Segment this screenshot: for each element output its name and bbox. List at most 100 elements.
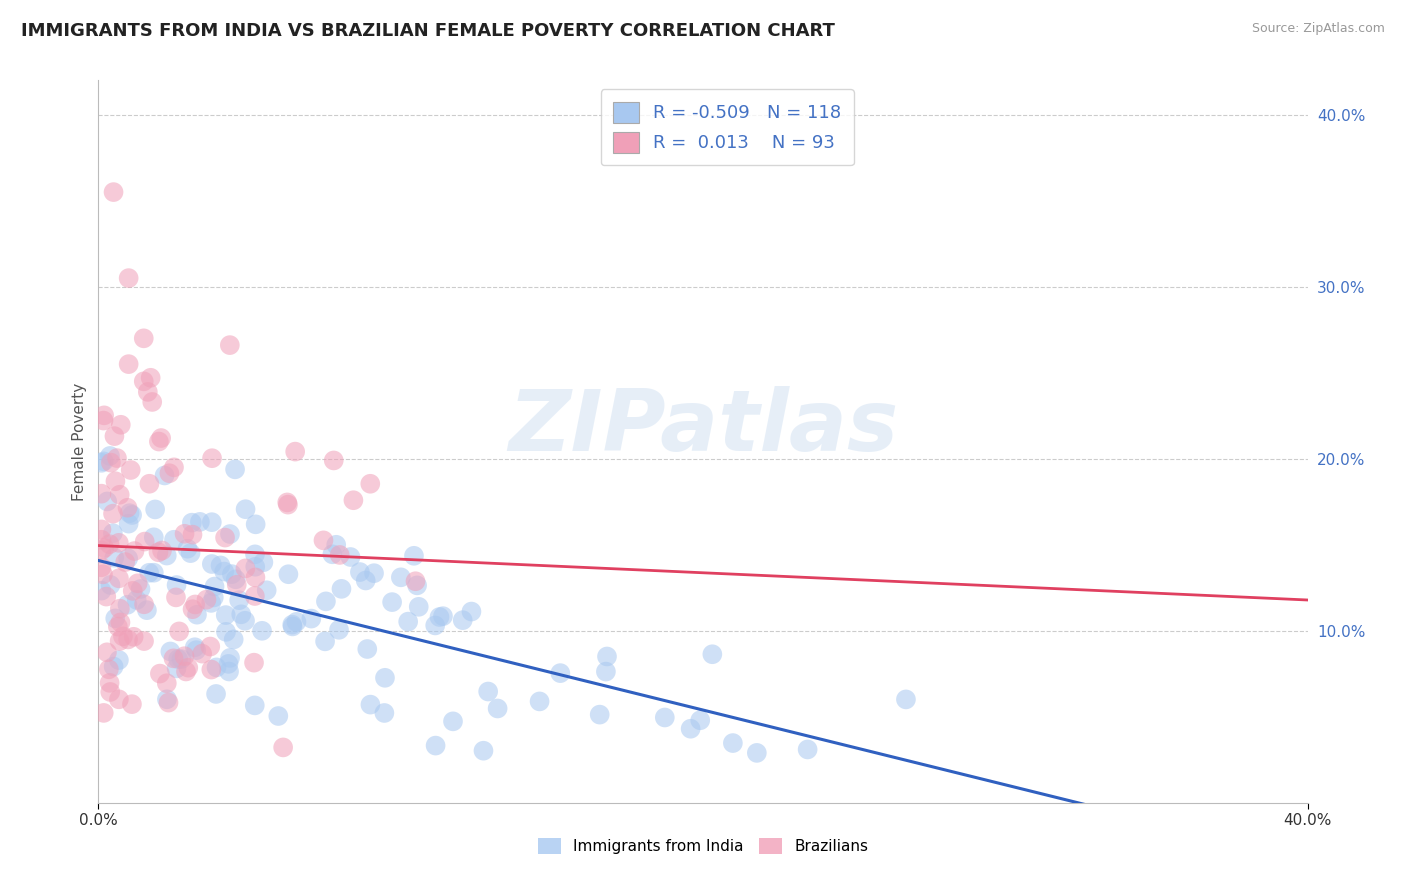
Point bbox=[121, 583, 143, 598]
Point bbox=[132, 375, 155, 389]
Point bbox=[359, 476, 381, 491]
Point bbox=[101, 526, 124, 541]
Point bbox=[90, 583, 112, 598]
Point bbox=[796, 742, 818, 756]
Text: Source: ZipAtlas.com: Source: ZipAtlas.com bbox=[1251, 22, 1385, 36]
Point bbox=[114, 555, 136, 569]
Point bbox=[215, 608, 238, 623]
Point bbox=[142, 530, 165, 544]
Point bbox=[402, 549, 425, 563]
Point bbox=[201, 451, 224, 466]
Point bbox=[325, 538, 347, 552]
Point bbox=[745, 746, 768, 760]
Point bbox=[381, 595, 404, 609]
Point bbox=[589, 707, 612, 722]
Point bbox=[425, 739, 447, 753]
Point bbox=[245, 559, 267, 574]
Point bbox=[156, 676, 179, 690]
Point bbox=[894, 692, 917, 706]
Point bbox=[96, 494, 118, 508]
Point bbox=[472, 744, 495, 758]
Point bbox=[373, 706, 395, 720]
Point bbox=[432, 609, 454, 624]
Point bbox=[267, 709, 290, 723]
Point bbox=[118, 271, 141, 285]
Point bbox=[204, 580, 226, 594]
Point bbox=[356, 642, 378, 657]
Point bbox=[276, 495, 298, 509]
Point bbox=[191, 647, 214, 661]
Point bbox=[122, 630, 145, 644]
Point bbox=[702, 647, 724, 661]
Point bbox=[721, 736, 744, 750]
Y-axis label: Female Poverty: Female Poverty bbox=[72, 383, 87, 500]
Point bbox=[103, 429, 125, 443]
Point bbox=[217, 657, 239, 671]
Point bbox=[150, 431, 173, 445]
Point bbox=[163, 533, 186, 547]
Point bbox=[110, 417, 132, 432]
Point bbox=[118, 357, 141, 371]
Point bbox=[328, 623, 350, 637]
Point bbox=[389, 570, 412, 584]
Point bbox=[209, 558, 232, 573]
Point bbox=[405, 574, 427, 589]
Point bbox=[120, 463, 142, 477]
Point bbox=[243, 547, 266, 561]
Point bbox=[200, 596, 222, 610]
Text: ZIPatlas: ZIPatlas bbox=[508, 385, 898, 468]
Point bbox=[186, 643, 208, 657]
Point bbox=[93, 413, 115, 427]
Point bbox=[374, 671, 396, 685]
Point bbox=[243, 698, 266, 713]
Point bbox=[98, 685, 121, 699]
Point bbox=[167, 652, 190, 666]
Point bbox=[281, 619, 304, 633]
Point bbox=[93, 541, 115, 555]
Point bbox=[180, 516, 202, 530]
Point bbox=[429, 610, 451, 624]
Point bbox=[98, 449, 121, 463]
Point bbox=[148, 545, 170, 559]
Point bbox=[200, 640, 222, 654]
Point bbox=[441, 714, 464, 729]
Point bbox=[170, 652, 193, 666]
Point bbox=[104, 475, 127, 489]
Point bbox=[529, 694, 551, 708]
Point bbox=[117, 551, 139, 566]
Point bbox=[132, 331, 155, 345]
Point bbox=[117, 632, 139, 647]
Point bbox=[108, 692, 131, 706]
Point bbox=[159, 644, 181, 658]
Point bbox=[103, 659, 125, 673]
Point bbox=[100, 578, 122, 592]
Point bbox=[143, 502, 166, 516]
Point bbox=[312, 533, 335, 548]
Point bbox=[132, 597, 155, 611]
Point bbox=[177, 661, 200, 675]
Point bbox=[149, 666, 172, 681]
Point bbox=[96, 645, 118, 659]
Point bbox=[104, 611, 127, 625]
Point bbox=[181, 602, 204, 616]
Point bbox=[90, 560, 112, 574]
Point bbox=[150, 543, 173, 558]
Point bbox=[90, 543, 112, 558]
Point bbox=[103, 185, 125, 199]
Point bbox=[363, 566, 385, 581]
Point bbox=[486, 701, 509, 715]
Point bbox=[689, 713, 711, 727]
Point bbox=[679, 722, 702, 736]
Point bbox=[108, 634, 131, 648]
Point bbox=[93, 706, 115, 720]
Point bbox=[460, 605, 482, 619]
Point bbox=[342, 493, 364, 508]
Point bbox=[136, 384, 159, 399]
Point bbox=[127, 576, 149, 591]
Point bbox=[550, 666, 572, 681]
Point bbox=[231, 607, 253, 622]
Point bbox=[90, 486, 112, 500]
Point bbox=[121, 697, 143, 711]
Point bbox=[281, 617, 304, 632]
Point bbox=[225, 578, 247, 592]
